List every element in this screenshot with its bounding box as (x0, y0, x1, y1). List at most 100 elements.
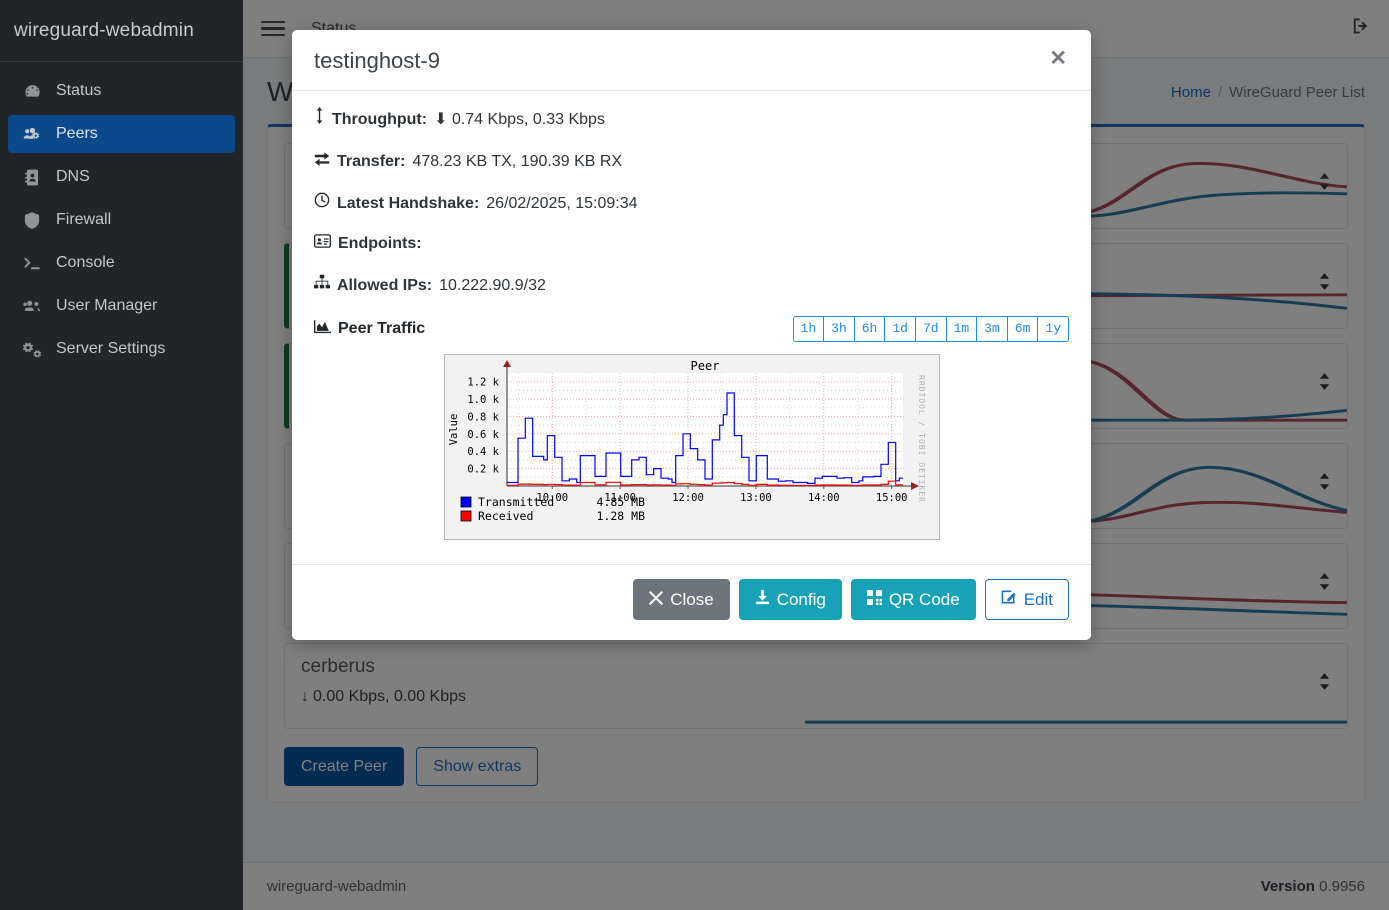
timeframe-3m[interactable]: 3m (976, 316, 1007, 343)
sidebar-item-dns[interactable]: DNS (8, 158, 235, 196)
sidebar-item-label: DNS (56, 168, 90, 185)
sidebar-item-server-settings[interactable]: Server Settings (8, 330, 235, 368)
gauge-icon (20, 81, 44, 101)
config-button[interactable]: Config (738, 579, 842, 620)
svg-text:0.6 k: 0.6 k (467, 429, 499, 441)
modal-header: testinghost-9 ✕ (292, 30, 1091, 91)
sidebar-item-status[interactable]: Status (8, 72, 235, 110)
svg-text:Value: Value (448, 414, 460, 446)
svg-text:11:00: 11:00 (604, 492, 636, 504)
info-throughput: Throughput: ⬇ 0.74 Kbps, 0.33 Kbps (314, 107, 1069, 129)
sidebar-item-label: Firewall (56, 211, 112, 228)
shield-icon (20, 210, 44, 230)
svg-text:0.2 k: 0.2 k (467, 464, 499, 476)
config-button-label: Config (776, 589, 826, 609)
timeframe-6h[interactable]: 6h (853, 316, 885, 343)
peer-traffic-label-wrap: Peer Traffic (314, 319, 426, 339)
sidebar-item-label: Peers (56, 125, 98, 142)
svg-text:0.4 k: 0.4 k (467, 446, 499, 458)
sidebar-item-label: User Manager (56, 297, 158, 314)
sidebar-item-label: Server Settings (56, 340, 166, 357)
brand: wireguard-webadmin (0, 0, 243, 62)
edit-icon (1001, 589, 1017, 610)
address-book-icon (20, 167, 44, 187)
modal-title: testinghost-9 (314, 48, 440, 73)
info-label: Latest Handshake: (337, 195, 480, 212)
svg-text:Received: Received (478, 509, 533, 523)
clock-icon (314, 192, 330, 208)
brand-label: wireguard-webadmin (14, 19, 194, 41)
info-label: Transfer: (337, 153, 406, 170)
svg-text:1.2 k: 1.2 k (467, 377, 499, 389)
info-latest-handshake: Latest Handshake: 26/02/2025, 15:09:34 (314, 192, 1069, 213)
info-value: ⬇ 0.74 Kbps, 0.33 Kbps (434, 109, 605, 129)
info-label: Throughput: (332, 111, 428, 128)
sidebar-item-label: Console (56, 254, 115, 271)
throughput-text: 0.74 Kbps, 0.33 Kbps (451, 111, 605, 128)
info-value: 478.23 KB TX, 190.39 KB RX (412, 153, 623, 170)
sidebar-item-user-manager[interactable]: User Manager (8, 287, 235, 325)
rrd-svg: 0.2 k 0.4 k 0.6 k 0.8 k 1.0 k 1.2 k 10:00 11:00… (444, 355, 939, 540)
timeframe-7d[interactable]: 7d (914, 316, 946, 343)
svg-text:1.0 k: 1.0 k (467, 394, 499, 406)
modal-footer: Close Config QR Code Edit (292, 564, 1091, 640)
svg-text:14:00: 14:00 (807, 492, 839, 504)
gears-icon (20, 339, 44, 359)
qrcode-icon (866, 589, 882, 610)
sidebar: wireguard-webadmin Status Peers DNS (0, 0, 243, 910)
info-endpoints: Endpoints: (314, 234, 1069, 253)
svg-text:0.8 k: 0.8 k (467, 412, 499, 424)
sidebar-item-peers[interactable]: Peers (8, 115, 235, 153)
close-button-label: Close (670, 589, 714, 609)
sidebar-item-firewall[interactable]: Firewall (8, 201, 235, 239)
peers-icon (20, 124, 44, 144)
close-icon[interactable]: ✕ (1049, 47, 1067, 70)
info-allowed-ips: Allowed IPs: 10.222.90.9/32 (314, 274, 1069, 295)
download-icon (755, 589, 770, 610)
sidebar-item-console[interactable]: Console (8, 244, 235, 282)
svg-text:15:00: 15:00 (875, 492, 907, 504)
timeframe-6m[interactable]: 6m (1006, 316, 1038, 343)
peer-traffic-chart: 0.2 k 0.4 k 0.6 k 0.8 k 1.0 k 1.2 k 10:00 11:00… (443, 354, 940, 541)
chart-area-icon (314, 319, 331, 339)
users-icon (20, 296, 44, 316)
sitemap-icon (314, 274, 330, 290)
close-button[interactable]: Close (633, 579, 730, 620)
svg-text:10:00: 10:00 (536, 492, 568, 504)
x-icon (649, 590, 664, 610)
info-value: 10.222.90.9/32 (439, 277, 546, 294)
timeframe-3h[interactable]: 3h (823, 316, 854, 343)
qr-code-button[interactable]: QR Code (850, 579, 976, 620)
peer-traffic-label: Peer Traffic (338, 320, 426, 338)
edit-button-label: Edit (1023, 589, 1053, 609)
info-label: Endpoints: (338, 235, 422, 252)
svg-text:1.28 MB: 1.28 MB (596, 509, 645, 523)
edit-button[interactable]: Edit (984, 579, 1069, 620)
info-transfer: Transfer: 478.23 KB TX, 190.39 KB RX (314, 150, 1069, 171)
arrows-updown-icon (314, 107, 325, 124)
timeframe-1y[interactable]: 1y (1037, 316, 1069, 343)
sidebar-nav: Status Peers DNS Firewall (0, 62, 243, 368)
id-card-icon (314, 234, 331, 248)
modal-body: Throughput: ⬇ 0.74 Kbps, 0.33 Kbps Trans… (292, 91, 1091, 558)
info-value: 26/02/2025, 15:09:34 (486, 195, 638, 212)
svg-text:RRDTOOL / TOBI OETIKER: RRDTOOL / TOBI OETIKER (917, 375, 926, 503)
svg-text:4.85 MB: 4.85 MB (596, 495, 645, 509)
timeframe-1d[interactable]: 1d (884, 316, 915, 343)
download-arrow-icon: ⬇ (434, 111, 448, 128)
peer-traffic-header: Peer Traffic 1h 3h 6h 1d 7d 1m 3m 6m 1y (314, 316, 1069, 343)
svg-text:Peer: Peer (690, 359, 719, 373)
peer-detail-modal: testinghost-9 ✕ Throughput: ⬇ 0.74 Kbps,… (292, 30, 1091, 640)
qr-code-button-label: QR Code (888, 589, 960, 609)
info-label: Allowed IPs: (337, 277, 433, 294)
timeframe-button-group: 1h 3h 6h 1d 7d 1m 3m 6m 1y (792, 316, 1069, 343)
sidebar-item-label: Status (56, 82, 102, 99)
terminal-icon (20, 253, 44, 273)
timeframe-1m[interactable]: 1m (945, 316, 977, 343)
svg-text:Transmitted: Transmitted (478, 495, 554, 509)
timeframe-1h[interactable]: 1h (792, 316, 824, 343)
rrd-graph-wrap: 0.2 k 0.4 k 0.6 k 0.8 k 1.0 k 1.2 k 10:00 11:00… (314, 354, 1069, 541)
svg-text:12:00: 12:00 (672, 492, 704, 504)
exchange-icon (314, 150, 330, 166)
